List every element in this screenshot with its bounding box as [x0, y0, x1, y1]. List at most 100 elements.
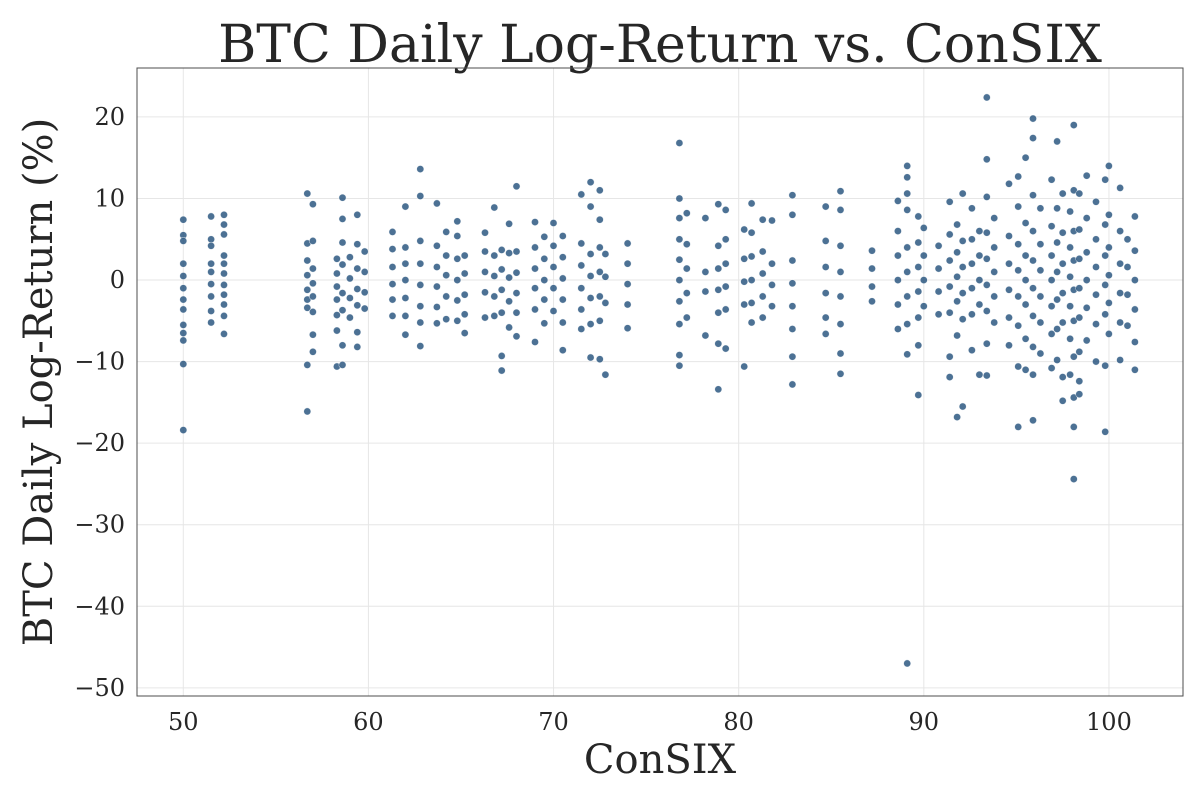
data-point [836, 187, 845, 196]
data-point [975, 276, 984, 284]
data-point [1047, 302, 1056, 311]
data-point [675, 139, 684, 147]
data-point [714, 308, 723, 317]
data-point [701, 267, 710, 276]
data-point [958, 402, 967, 411]
data-point [442, 292, 451, 301]
data-point [914, 287, 923, 296]
data-point [1029, 227, 1037, 235]
data-point [1021, 334, 1030, 343]
data-point [721, 344, 730, 353]
data-point [1014, 172, 1023, 181]
data-point [740, 300, 749, 309]
data-point [1029, 134, 1037, 142]
data-point [207, 280, 215, 288]
data-point [1116, 227, 1124, 235]
data-point [332, 282, 341, 291]
data-point [982, 371, 991, 380]
data-point [512, 332, 521, 341]
y-tick-labels: 20 10 0 −10 −20 −30 −40 −50 [74, 103, 125, 702]
data-point [821, 263, 830, 271]
data-point [338, 214, 347, 223]
data-point [714, 241, 723, 250]
data-point [401, 243, 410, 252]
data-point [1036, 349, 1045, 358]
data-point [308, 279, 317, 288]
data-point [968, 346, 976, 355]
data-point [220, 329, 228, 338]
data-point [1066, 370, 1074, 379]
data-point [740, 277, 749, 286]
data-point [332, 269, 341, 278]
data-point [490, 251, 499, 260]
data-point [836, 292, 845, 301]
data-point [179, 426, 188, 434]
data-point [220, 290, 228, 299]
data-point [623, 280, 632, 288]
data-point [601, 298, 610, 307]
data-point [958, 263, 967, 271]
data-point [505, 323, 513, 332]
data-point [453, 316, 462, 325]
data-point [220, 269, 228, 278]
data-point [303, 285, 312, 294]
data-point [586, 294, 595, 302]
data-point [338, 360, 347, 369]
data-point [1075, 189, 1084, 198]
data-point [345, 294, 354, 302]
data-point [353, 264, 362, 273]
data-point [497, 285, 506, 294]
data-point [512, 268, 521, 277]
data-point [416, 165, 425, 173]
data-point [975, 251, 984, 260]
data-point [945, 308, 954, 317]
data-point [586, 202, 595, 211]
data-point [179, 320, 188, 329]
data-point [788, 380, 797, 389]
data-point [360, 267, 369, 276]
data-point [388, 227, 397, 236]
data-point [903, 161, 912, 170]
data-point [490, 272, 499, 280]
data-point [401, 294, 410, 302]
data-point [701, 214, 710, 222]
data-point [675, 255, 684, 264]
data-point [758, 292, 767, 301]
data-point [512, 182, 521, 191]
data-point [490, 203, 499, 212]
data-point [1058, 189, 1067, 198]
data-point [747, 199, 756, 208]
data-point [1131, 246, 1139, 255]
data-point [903, 243, 912, 252]
data-point [740, 225, 749, 234]
data-point [1014, 292, 1023, 301]
data-point [747, 298, 756, 307]
data-point [586, 250, 595, 258]
data-point [788, 191, 797, 200]
data-point [207, 241, 215, 250]
data-point [207, 235, 215, 244]
data-point [308, 292, 317, 301]
data-point [945, 256, 954, 265]
data-point [338, 289, 347, 297]
data-point [1066, 272, 1074, 281]
grid-lines [137, 68, 1183, 696]
data-point [982, 155, 991, 164]
data-point [945, 352, 954, 361]
data-point [332, 295, 341, 304]
data-point [953, 331, 961, 340]
data-point [388, 245, 397, 253]
data-point [308, 307, 317, 316]
data-point [345, 274, 354, 283]
data-point [675, 235, 684, 244]
data-point [549, 307, 558, 315]
data-point [740, 254, 749, 263]
data-point [442, 271, 451, 280]
y-tick-label: 10 [94, 184, 125, 212]
data-point [1123, 263, 1132, 271]
data-point [360, 247, 369, 256]
data-point [481, 228, 489, 237]
data-point [968, 204, 976, 213]
data-point [432, 303, 441, 311]
data-point [1075, 284, 1084, 293]
